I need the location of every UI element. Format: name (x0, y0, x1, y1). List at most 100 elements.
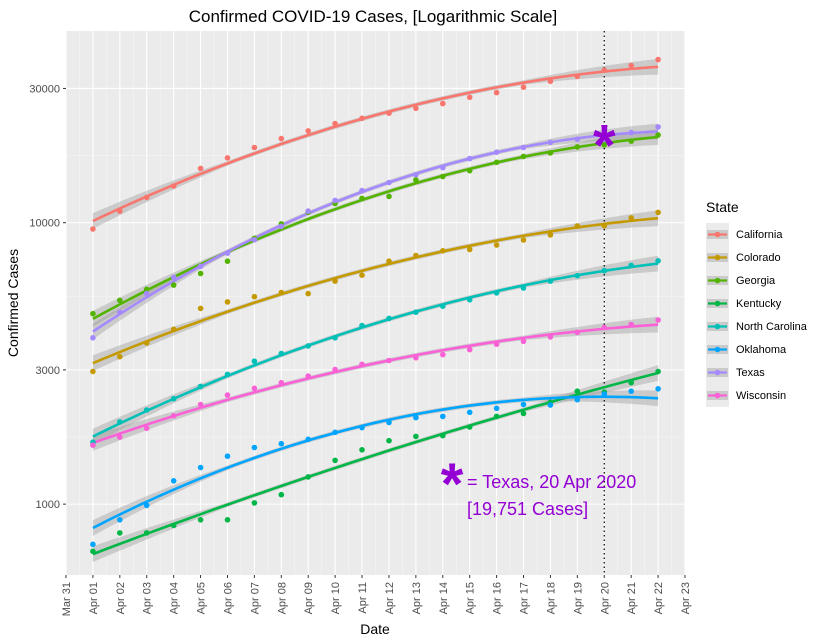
annotation: * * = Texas, 20 Apr 2020 [19,751 Cases] (441, 114, 637, 520)
x-tick-label: Apr 20 (599, 582, 611, 614)
chart-title: Confirmed COVID-19 Cases, [Logarithmic S… (189, 7, 557, 26)
x-tick-label: Apr 03 (142, 582, 154, 614)
point-north-carolina (251, 358, 258, 365)
point-wisconsin (170, 413, 177, 419)
point-kentucky (143, 530, 150, 536)
point-california (197, 165, 204, 172)
point-wisconsin (197, 401, 204, 408)
point-north-carolina (305, 343, 312, 349)
x-tick-label: Apr 05 (196, 582, 208, 614)
point-texas (601, 136, 608, 143)
point-north-carolina (574, 272, 581, 279)
point-texas (117, 309, 123, 316)
point-oklahoma (117, 517, 123, 523)
point-georgia (224, 258, 231, 265)
point-california (628, 62, 634, 69)
point-wisconsin (655, 317, 661, 323)
point-texas (332, 197, 338, 204)
point-colorado (332, 278, 338, 284)
point-oklahoma (547, 402, 554, 408)
point-north-carolina (332, 335, 338, 341)
point-georgia (90, 310, 96, 317)
point-texas (655, 124, 661, 130)
point-colorado (601, 223, 608, 229)
x-tick-label: Apr 12 (384, 582, 396, 614)
point-north-carolina (143, 407, 150, 413)
point-texas (440, 164, 446, 171)
point-wisconsin (547, 334, 554, 340)
x-axis: Mar 31 Apr 01 Apr 02 Apr 03 Apr 04 Apr 05 Apr … (61, 575, 692, 616)
point-colorado (251, 293, 258, 300)
point-colorado (493, 242, 500, 248)
legend-key-point (714, 392, 721, 399)
point-oklahoma (466, 409, 473, 416)
point-north-carolina (170, 395, 177, 402)
point-oklahoma (305, 436, 312, 443)
point-oklahoma (655, 386, 661, 392)
y-tick-label: 1000 (36, 499, 60, 511)
point-oklahoma (440, 413, 446, 420)
point-texas (493, 149, 500, 155)
point-north-carolina (466, 297, 473, 303)
x-axis-title: Date (360, 621, 390, 637)
point-colorado (655, 209, 661, 216)
point-wisconsin (413, 355, 419, 361)
point-colorado (170, 326, 177, 333)
point-oklahoma (278, 440, 285, 447)
legend-key-point (714, 231, 721, 238)
point-north-carolina (628, 262, 634, 269)
legend-item-georgia: Georgia (706, 269, 776, 292)
point-oklahoma (574, 396, 581, 403)
x-tick-label: Apr 15 (465, 582, 477, 614)
x-tick-label: Mar 31 (61, 582, 73, 616)
point-california (655, 56, 661, 63)
point-california (117, 208, 123, 214)
point-georgia (386, 193, 392, 200)
point-oklahoma (90, 541, 96, 548)
band-georgia (92, 129, 659, 327)
point-north-carolina (520, 285, 527, 291)
x-tick-label: Apr 21 (626, 582, 638, 614)
x-tick-label: Apr 02 (115, 582, 127, 614)
point-texas (90, 335, 96, 341)
point-north-carolina (493, 290, 500, 296)
point-oklahoma (628, 388, 634, 395)
point-texas (520, 144, 527, 151)
point-wisconsin (278, 379, 285, 386)
point-texas (224, 250, 231, 256)
legend-label: Texas (736, 367, 765, 379)
point-kentucky (413, 433, 419, 440)
point-california (278, 135, 285, 142)
point-california (413, 105, 419, 112)
trend-line-wisconsin (92, 323, 659, 445)
point-california (466, 94, 473, 101)
point-kentucky (117, 530, 123, 536)
point-california (305, 128, 312, 134)
point-colorado (90, 368, 96, 375)
point-kentucky (305, 474, 312, 480)
point-colorado (143, 340, 150, 346)
legend-key-point (714, 277, 721, 284)
point-texas (547, 139, 554, 146)
point-california (574, 73, 581, 80)
legend-label: Georgia (736, 275, 776, 287)
x-tick-label: Apr 16 (492, 582, 504, 614)
point-texas (143, 290, 150, 297)
point-colorado (440, 248, 446, 254)
point-georgia (440, 173, 446, 180)
point-wisconsin (520, 338, 527, 345)
grid (65, 31, 686, 575)
band-north-carolina (92, 255, 659, 445)
point-california (601, 67, 608, 74)
point-texas (305, 208, 312, 214)
point-kentucky (359, 447, 365, 453)
point-colorado (117, 353, 123, 360)
point-georgia (466, 167, 473, 174)
annotation-line-2: [19,751 Cases] (467, 499, 588, 519)
point-kentucky (224, 517, 231, 523)
point-north-carolina (117, 419, 123, 425)
trend-line-north-carolina (92, 262, 659, 438)
legend-item-texas: Texas (706, 361, 765, 384)
point-colorado (197, 305, 204, 312)
point-north-carolina (278, 350, 285, 357)
